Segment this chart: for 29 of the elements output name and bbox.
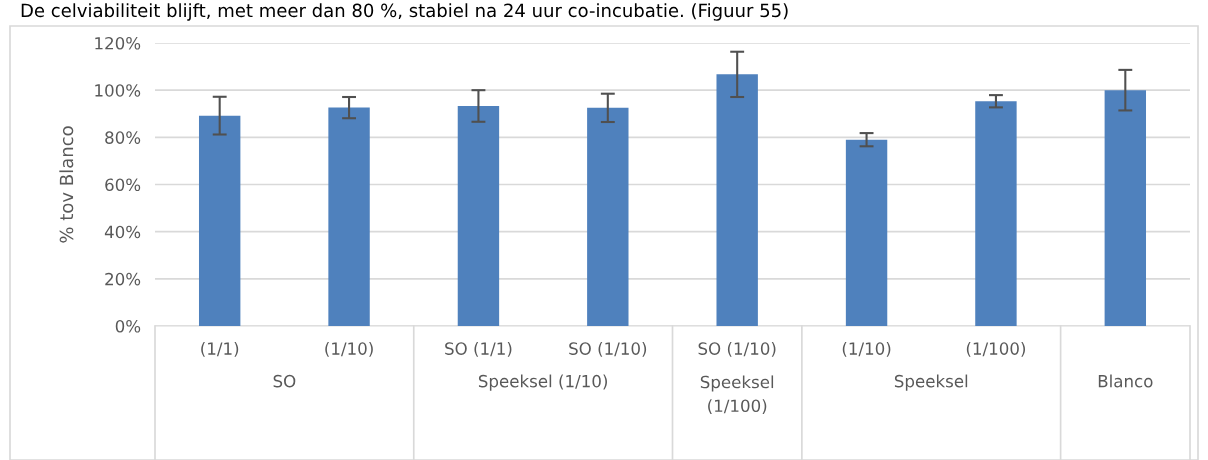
y-tick-label: 100% [95,84,141,97]
bar [198,115,241,326]
text: Speeksel (1/100) [700,375,774,414]
y-axis-title: % tov Blanco [59,126,74,243]
y-tick-label: 60% [105,178,141,192]
text: SO [273,374,296,388]
y-tick-label: 0% [115,319,141,333]
bar [1104,90,1147,326]
x-tick-label: (1/10) [325,342,373,357]
bar [587,107,629,326]
x-tick-label: (1/1) [201,342,239,357]
y-tick-label: 20% [105,272,141,286]
bar [457,105,500,326]
chart-title: De celviabiliteit blijft, met meer dan 80 %, stabiel na 24 uur co-incubatie. (Figuur 55) [21,3,788,21]
x-tick-label: (1/100) [966,342,1026,357]
y-tick-label: 120% [95,36,141,50]
bar [975,101,1017,326]
bar [716,74,758,326]
x-tick-label: (1/10) [842,342,891,357]
text: Blanco [1098,374,1153,388]
text: Speeksel (1/10) [478,374,607,391]
x-tick-label: SO (1/1) [445,342,512,357]
bar [328,107,370,326]
x-tick-label: SO (1/10) [569,342,647,357]
bar [845,139,888,326]
x-tick-label: SO (1/10) [698,342,776,357]
text: Speeksel [894,374,968,391]
y-tick-label: 80% [105,131,141,144]
y-tick-label: 40% [104,225,141,239]
